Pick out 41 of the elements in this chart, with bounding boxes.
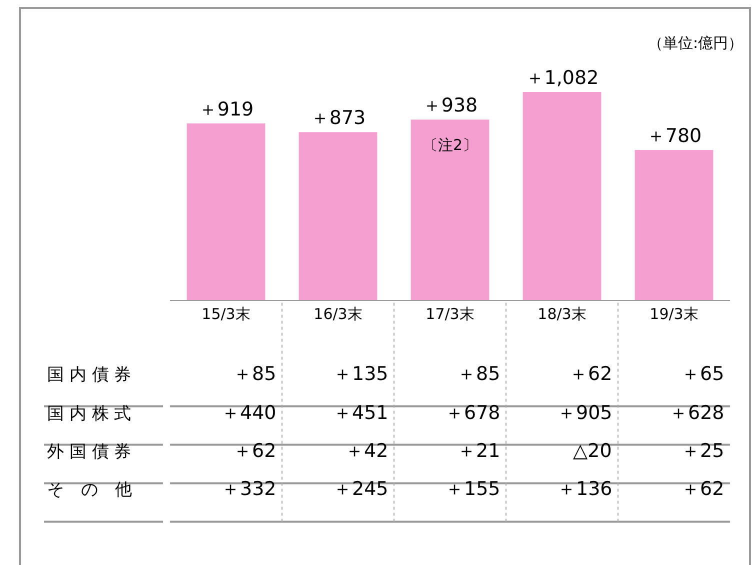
- text: △20: [573, 440, 612, 462]
- data-label: ＋1,082: [525, 67, 599, 89]
- text: そ の 他: [47, 480, 132, 500]
- bar: [298, 132, 378, 300]
- text: ＋155: [445, 478, 500, 500]
- text: ＋135: [333, 363, 388, 385]
- text: ＋42: [345, 440, 388, 462]
- annotation: 〔注2〕: [423, 136, 478, 154]
- text: ＋85: [233, 363, 276, 385]
- text: ＋62: [233, 440, 276, 462]
- text: ＋245: [333, 478, 388, 500]
- text: ＋440: [221, 402, 276, 424]
- text: （単位:億円）: [648, 34, 744, 52]
- text: ＋332: [221, 478, 276, 500]
- text: ＋85: [457, 363, 500, 385]
- x-tick-label: 17/3末: [426, 305, 474, 323]
- bar: [634, 150, 714, 300]
- x-tick-label: 15/3末: [202, 305, 250, 323]
- data-label: ＋873: [310, 107, 366, 130]
- text: ＋628: [669, 402, 724, 424]
- x-tick-label: 16/3末: [314, 305, 362, 323]
- text: ＋25: [681, 440, 724, 462]
- x-tick-label: 19/3末: [650, 305, 698, 323]
- text: ＋65: [681, 363, 724, 385]
- data-label: ＋938: [422, 94, 478, 117]
- text: 国 内 株 式: [47, 404, 132, 424]
- text: ＋905: [557, 402, 612, 424]
- text: ＋21: [457, 440, 500, 462]
- bar: [410, 120, 490, 300]
- bar: [186, 123, 266, 300]
- text: ＋678: [445, 402, 500, 424]
- data-label: ＋780: [646, 125, 702, 148]
- text: ＋451: [333, 402, 388, 424]
- bar: [522, 92, 602, 300]
- text: ＋136: [557, 478, 612, 500]
- text: 外 国 債 券: [47, 442, 132, 462]
- x-tick-label: 18/3末: [538, 305, 586, 323]
- text: 国 内 債 券: [47, 365, 132, 385]
- data-label: ＋919: [198, 98, 254, 120]
- text: ＋62: [569, 363, 612, 385]
- text: ＋62: [681, 478, 724, 500]
